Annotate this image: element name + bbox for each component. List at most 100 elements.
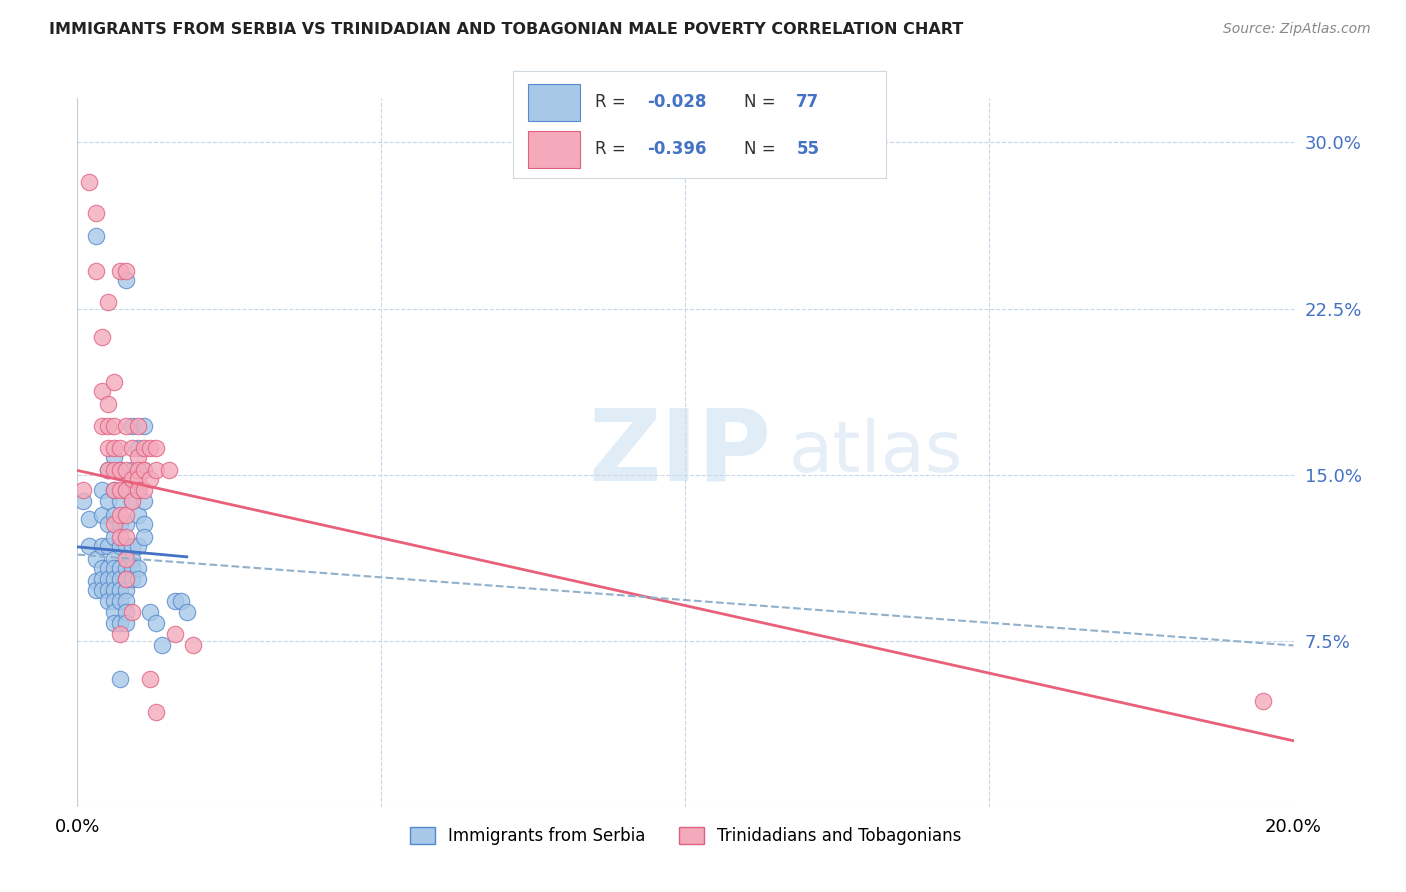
Point bbox=[97, 419, 120, 434]
Point bbox=[97, 561, 120, 575]
Point bbox=[139, 672, 162, 686]
Point bbox=[103, 561, 125, 575]
Point bbox=[127, 472, 149, 486]
Point bbox=[103, 552, 125, 566]
Point bbox=[115, 273, 138, 287]
Point bbox=[79, 512, 101, 526]
Text: -0.396: -0.396 bbox=[647, 141, 707, 159]
Point bbox=[115, 483, 138, 498]
Point bbox=[103, 483, 125, 498]
Point bbox=[108, 483, 131, 498]
Point bbox=[127, 483, 149, 498]
Point bbox=[108, 516, 131, 531]
Point bbox=[103, 605, 125, 619]
Point bbox=[90, 508, 112, 522]
Point bbox=[97, 463, 120, 477]
Point bbox=[115, 539, 138, 553]
Point bbox=[108, 672, 131, 686]
Point bbox=[84, 264, 107, 278]
Point bbox=[115, 419, 138, 434]
Point bbox=[145, 616, 167, 631]
Point bbox=[108, 463, 131, 477]
Point bbox=[152, 639, 174, 653]
Point bbox=[127, 463, 149, 477]
Point bbox=[108, 594, 131, 608]
Point bbox=[90, 384, 112, 398]
Text: R =: R = bbox=[595, 94, 631, 112]
Point bbox=[103, 450, 125, 464]
Point bbox=[134, 419, 156, 434]
Point bbox=[97, 572, 120, 586]
Text: N =: N = bbox=[744, 141, 782, 159]
Point bbox=[115, 594, 138, 608]
Point bbox=[145, 442, 167, 456]
Point bbox=[84, 206, 107, 220]
Legend: Immigrants from Serbia, Trinidadians and Tobagonians: Immigrants from Serbia, Trinidadians and… bbox=[404, 821, 967, 852]
Point bbox=[134, 494, 156, 508]
Point bbox=[108, 494, 131, 508]
Point bbox=[84, 574, 107, 589]
Text: 55: 55 bbox=[796, 141, 820, 159]
Point bbox=[127, 442, 149, 456]
Point bbox=[103, 530, 125, 544]
Point bbox=[103, 594, 125, 608]
Point bbox=[103, 508, 125, 522]
Point bbox=[127, 483, 149, 498]
Point bbox=[157, 463, 180, 477]
Point bbox=[108, 561, 131, 575]
Point bbox=[97, 295, 120, 310]
Point bbox=[79, 175, 101, 189]
Text: IMMIGRANTS FROM SERBIA VS TRINIDADIAN AND TOBAGONIAN MALE POVERTY CORRELATION CH: IMMIGRANTS FROM SERBIA VS TRINIDADIAN AN… bbox=[49, 22, 963, 37]
Point bbox=[90, 483, 112, 498]
Point bbox=[108, 530, 131, 544]
Point bbox=[90, 572, 112, 586]
Point bbox=[108, 539, 131, 553]
Point bbox=[121, 494, 143, 508]
Point bbox=[121, 572, 143, 586]
Point bbox=[103, 516, 125, 531]
Point bbox=[103, 572, 125, 586]
Point bbox=[90, 330, 112, 344]
Point bbox=[108, 264, 131, 278]
Text: 77: 77 bbox=[796, 94, 820, 112]
Text: -0.028: -0.028 bbox=[647, 94, 707, 112]
Text: Source: ZipAtlas.com: Source: ZipAtlas.com bbox=[1223, 22, 1371, 37]
Point bbox=[115, 583, 138, 598]
Point bbox=[163, 627, 186, 641]
FancyBboxPatch shape bbox=[529, 84, 581, 120]
Point bbox=[134, 463, 156, 477]
Point bbox=[127, 572, 149, 586]
Point bbox=[121, 472, 143, 486]
Point bbox=[181, 639, 204, 653]
Point bbox=[97, 539, 120, 553]
Point bbox=[103, 583, 125, 598]
Point bbox=[103, 375, 125, 389]
Point bbox=[121, 539, 143, 553]
Point bbox=[115, 572, 138, 586]
Point bbox=[115, 516, 138, 531]
Point bbox=[127, 508, 149, 522]
Point bbox=[108, 442, 131, 456]
Point bbox=[108, 572, 131, 586]
Point bbox=[97, 463, 120, 477]
Point bbox=[90, 419, 112, 434]
Point bbox=[97, 594, 120, 608]
Point bbox=[127, 419, 149, 434]
Point bbox=[115, 572, 138, 586]
Point bbox=[139, 442, 162, 456]
Point bbox=[115, 508, 138, 522]
Point bbox=[72, 483, 94, 498]
Point bbox=[115, 561, 138, 575]
Point bbox=[84, 583, 107, 598]
Point bbox=[97, 397, 120, 411]
Point bbox=[121, 419, 143, 434]
Text: ZIP: ZIP bbox=[588, 404, 770, 501]
Point bbox=[97, 494, 120, 508]
Point bbox=[97, 583, 120, 598]
Point bbox=[139, 472, 162, 486]
Point bbox=[115, 616, 138, 631]
Point bbox=[115, 605, 138, 619]
Point bbox=[134, 516, 156, 531]
Point bbox=[84, 552, 107, 566]
Point bbox=[90, 583, 112, 598]
